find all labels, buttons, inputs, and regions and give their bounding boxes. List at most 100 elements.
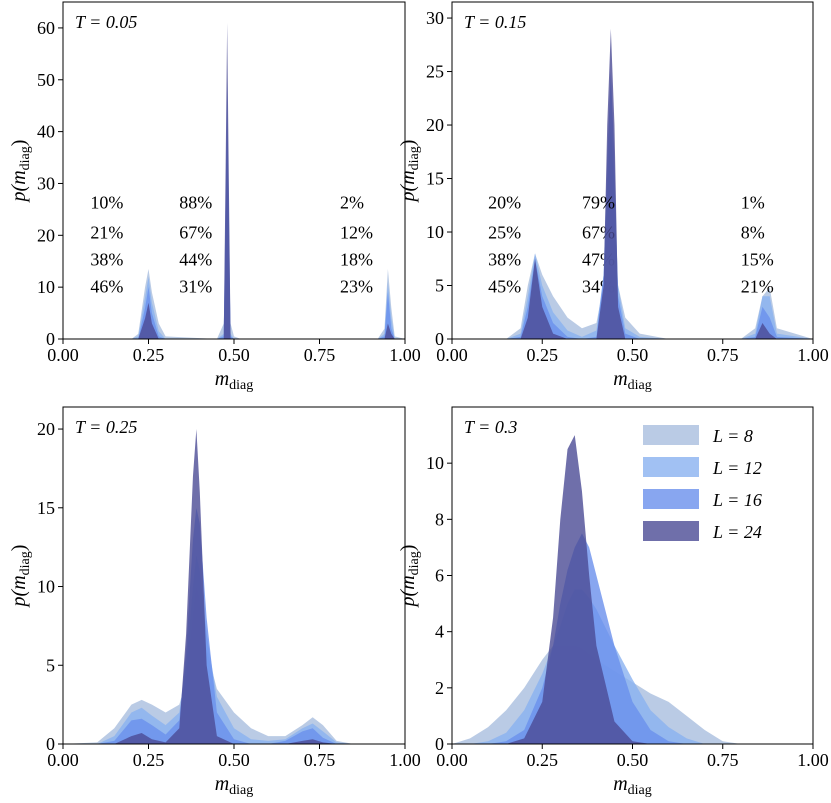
- y-axis-label: p(mdiag): [397, 545, 422, 609]
- share-label: 45%: [488, 277, 521, 297]
- legend-swatch: [643, 425, 699, 445]
- x-tick-label: 0.25: [133, 750, 165, 770]
- x-tick-label: 0.25: [527, 750, 559, 770]
- y-label-sub: diag: [407, 551, 422, 575]
- y-tick-label: 30: [37, 173, 55, 193]
- share-label: 1%: [741, 192, 765, 212]
- y-tick-label: 5: [435, 276, 444, 296]
- share-label: 31%: [179, 277, 212, 297]
- x-axis-label: mdiag: [215, 773, 254, 798]
- x-tick-label: 0.00: [436, 345, 468, 365]
- y-label-main: p(m: [8, 170, 30, 203]
- x-label-main: m: [215, 773, 229, 795]
- share-label: 2%: [340, 192, 364, 212]
- legend-label: L = 8: [712, 426, 753, 446]
- y-label-end: ): [397, 545, 419, 552]
- x-tick-label: 0.50: [617, 750, 649, 770]
- x-tick-label: 1.00: [389, 750, 421, 770]
- x-tick-label: 0.75: [707, 345, 739, 365]
- y-tick-label: 4: [435, 622, 444, 642]
- y-tick-label: 2: [435, 678, 444, 698]
- y-axis-label: p(mdiag): [8, 545, 33, 609]
- y-label-sub: diag: [18, 146, 33, 170]
- panel-label: T = 0.05: [75, 12, 137, 32]
- legend-label: L = 24: [712, 522, 762, 542]
- y-tick-label: 30: [426, 8, 444, 28]
- y-axis-label: p(mdiag): [397, 140, 422, 204]
- x-label-sub: diag: [229, 783, 253, 798]
- share-label: 20%: [488, 192, 521, 212]
- x-tick-label: 0.75: [707, 750, 739, 770]
- share-label: 18%: [340, 250, 373, 270]
- y-tick-label: 15: [426, 169, 444, 189]
- y-label-sub: diag: [407, 146, 422, 170]
- y-label-main: p(m: [397, 575, 419, 608]
- x-tick-label: 0.00: [436, 750, 468, 770]
- x-label-main: m: [215, 368, 229, 390]
- area: [63, 507, 405, 744]
- x-tick-label: 1.00: [797, 345, 829, 365]
- y-label-main: p(m: [397, 170, 419, 203]
- y-tick-label: 0: [46, 734, 55, 754]
- x-axis-label: mdiag: [613, 368, 652, 393]
- x-axis-label: mdiag: [613, 773, 652, 798]
- area: [63, 429, 405, 744]
- share-label: 38%: [90, 250, 123, 270]
- legend-label: L = 16: [712, 490, 762, 510]
- y-tick-label: 25: [426, 62, 444, 82]
- y-tick-label: 20: [37, 419, 55, 439]
- x-tick-label: 0.75: [304, 345, 336, 365]
- share-label: 8%: [741, 223, 765, 243]
- y-tick-label: 20: [37, 225, 55, 245]
- y-tick-label: 20: [426, 115, 444, 135]
- legend-label: L = 12: [712, 458, 762, 478]
- share-label: 25%: [488, 223, 521, 243]
- panel: 45% 34% 21%38% 47% 15%25% 67% 8%20% 79% 1%0.00 0.…: [397, 1, 829, 393]
- y-tick-label: 10: [37, 577, 55, 597]
- share-label: 67%: [179, 223, 212, 243]
- panel: 0.00 0.25 0.50 0.75 1.000246810mdiagp(mdiag)…: [397, 406, 829, 798]
- panel-label: T = 0.25: [75, 417, 137, 437]
- y-tick-label: 0: [46, 329, 55, 349]
- y-tick-label: 5: [46, 655, 55, 675]
- x-label-main: m: [613, 368, 627, 390]
- y-label-end: ): [8, 140, 30, 147]
- share-label: 44%: [179, 250, 212, 270]
- x-tick-label: 1.00: [389, 345, 421, 365]
- share-label: 12%: [340, 223, 373, 243]
- y-tick-label: 50: [37, 70, 55, 90]
- x-tick-label: 0.25: [133, 345, 165, 365]
- x-tick-label: 0.25: [527, 345, 559, 365]
- area: [63, 586, 405, 744]
- x-tick-label: 0.00: [47, 345, 79, 365]
- y-tick-label: 15: [37, 498, 55, 518]
- y-tick-label: 0: [435, 329, 444, 349]
- y-label-end: ): [8, 545, 30, 552]
- x-tick-label: 0.00: [47, 750, 79, 770]
- y-tick-label: 10: [426, 453, 444, 473]
- panel-label: T = 0.15: [464, 12, 526, 32]
- share-label: 23%: [340, 277, 373, 297]
- x-label-main: m: [613, 773, 627, 795]
- area: [452, 533, 813, 744]
- y-tick-label: 60: [37, 18, 55, 38]
- y-tick-label: 0: [435, 734, 444, 754]
- legend-swatch: [643, 457, 699, 477]
- panel: 46% 31% 23%38% 44% 18%21% 67% 12%10% 88% 2%0.00 0…: [8, 1, 421, 393]
- x-tick-label: 0.50: [218, 750, 250, 770]
- panel: 0.00 0.25 0.50 0.75 1.0005101520mdiagp(mdiag…: [8, 406, 421, 798]
- y-label-main: p(m: [8, 575, 30, 608]
- y-tick-label: 40: [37, 122, 55, 142]
- x-label-sub: diag: [628, 783, 652, 798]
- y-tick-label: 10: [426, 222, 444, 242]
- y-tick-label: 6: [435, 566, 444, 586]
- share-label: 10%: [90, 192, 123, 212]
- x-tick-label: 1.00: [797, 750, 829, 770]
- share-label: 21%: [741, 277, 774, 297]
- share-label: 79%: [582, 192, 615, 212]
- share-label: 46%: [90, 277, 123, 297]
- y-tick-label: 8: [435, 509, 444, 529]
- share-label: 38%: [488, 250, 521, 270]
- y-label-end: ): [397, 140, 419, 147]
